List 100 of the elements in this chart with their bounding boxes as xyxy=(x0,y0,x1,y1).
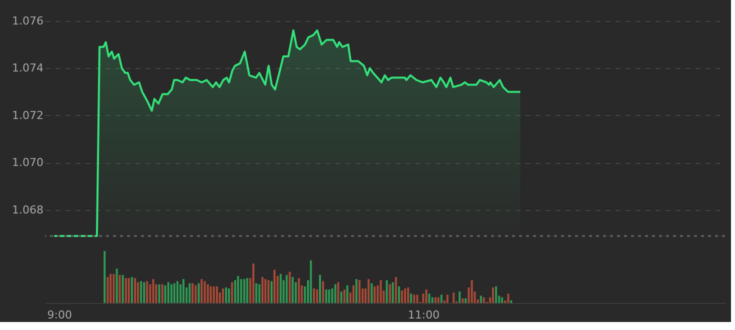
bar xyxy=(216,286,218,303)
bar xyxy=(325,289,328,303)
bar xyxy=(422,294,424,303)
bar xyxy=(104,251,106,303)
bar xyxy=(267,280,270,303)
bar xyxy=(368,279,370,303)
bar xyxy=(374,286,376,303)
bar xyxy=(431,297,434,303)
bar xyxy=(380,280,382,303)
x-tick-label: 11:00 xyxy=(408,308,440,322)
bar xyxy=(140,281,142,303)
bar xyxy=(398,286,400,303)
bar xyxy=(210,286,212,303)
y-tick-label: 1.076 xyxy=(12,14,44,28)
bar xyxy=(122,274,124,303)
bar xyxy=(501,297,504,303)
bar xyxy=(240,279,242,303)
bar xyxy=(161,284,164,303)
bar xyxy=(434,297,436,303)
bar xyxy=(128,278,130,303)
bar xyxy=(428,294,430,303)
bar xyxy=(118,274,121,303)
bar xyxy=(273,270,276,303)
bar xyxy=(292,277,294,303)
bar xyxy=(358,280,361,303)
bar xyxy=(392,282,394,303)
bar xyxy=(110,274,112,303)
bar xyxy=(286,274,288,303)
bar xyxy=(310,260,312,303)
bar xyxy=(136,282,139,303)
bar xyxy=(400,290,403,303)
bar xyxy=(206,284,209,303)
bar xyxy=(322,281,324,303)
bar xyxy=(464,298,467,303)
bar xyxy=(264,279,266,303)
bar xyxy=(188,283,191,303)
bar xyxy=(319,274,322,303)
bar xyxy=(134,278,136,303)
bar xyxy=(288,272,291,303)
y-tick-label: 1.068 xyxy=(12,204,44,216)
bar xyxy=(404,288,406,303)
bar xyxy=(237,276,240,303)
bar xyxy=(231,282,234,303)
bar xyxy=(446,294,448,303)
bar xyxy=(158,284,160,303)
bar xyxy=(143,282,146,303)
bar xyxy=(261,277,264,303)
bar xyxy=(212,286,215,303)
bar xyxy=(413,294,416,303)
bar xyxy=(298,278,300,303)
bar xyxy=(204,281,206,303)
bar xyxy=(225,287,228,303)
bar xyxy=(152,279,154,303)
bar xyxy=(243,279,246,303)
bar xyxy=(416,294,418,303)
bar xyxy=(228,288,230,303)
bar xyxy=(440,294,442,303)
bar xyxy=(337,282,340,303)
bar xyxy=(507,294,510,303)
bar xyxy=(495,286,498,303)
bar xyxy=(425,289,428,303)
bar xyxy=(246,278,248,303)
bar xyxy=(334,284,336,303)
bar xyxy=(234,280,236,303)
bar xyxy=(343,289,346,303)
bar xyxy=(452,292,455,303)
bar xyxy=(407,287,410,303)
bar xyxy=(331,288,334,303)
bar xyxy=(386,280,388,303)
bar xyxy=(458,292,461,303)
x-tick-label: 9:00 xyxy=(47,308,72,322)
bar xyxy=(198,283,200,303)
bar xyxy=(106,277,109,303)
bar xyxy=(194,285,197,303)
bar xyxy=(116,268,118,303)
bar xyxy=(280,274,282,303)
bar xyxy=(173,283,176,303)
bar xyxy=(370,283,373,303)
bar xyxy=(352,285,355,303)
bar xyxy=(346,285,348,303)
bar xyxy=(470,280,473,303)
y-tick-label: 1.070 xyxy=(12,156,44,170)
bar xyxy=(167,282,170,303)
bar xyxy=(130,277,133,303)
bar xyxy=(252,263,254,303)
bar xyxy=(270,281,273,303)
bar xyxy=(222,288,224,303)
bar xyxy=(124,278,127,303)
bar xyxy=(394,277,397,303)
bar xyxy=(182,279,184,303)
bar xyxy=(316,289,318,303)
bar xyxy=(410,294,412,303)
y-tick-label: 1.072 xyxy=(12,108,44,122)
bar xyxy=(482,297,485,303)
bar xyxy=(480,296,482,303)
bar xyxy=(388,284,391,303)
y-tick-label: 1.074 xyxy=(12,62,44,75)
bar xyxy=(492,287,494,303)
bar xyxy=(437,297,440,303)
bar xyxy=(200,279,203,303)
